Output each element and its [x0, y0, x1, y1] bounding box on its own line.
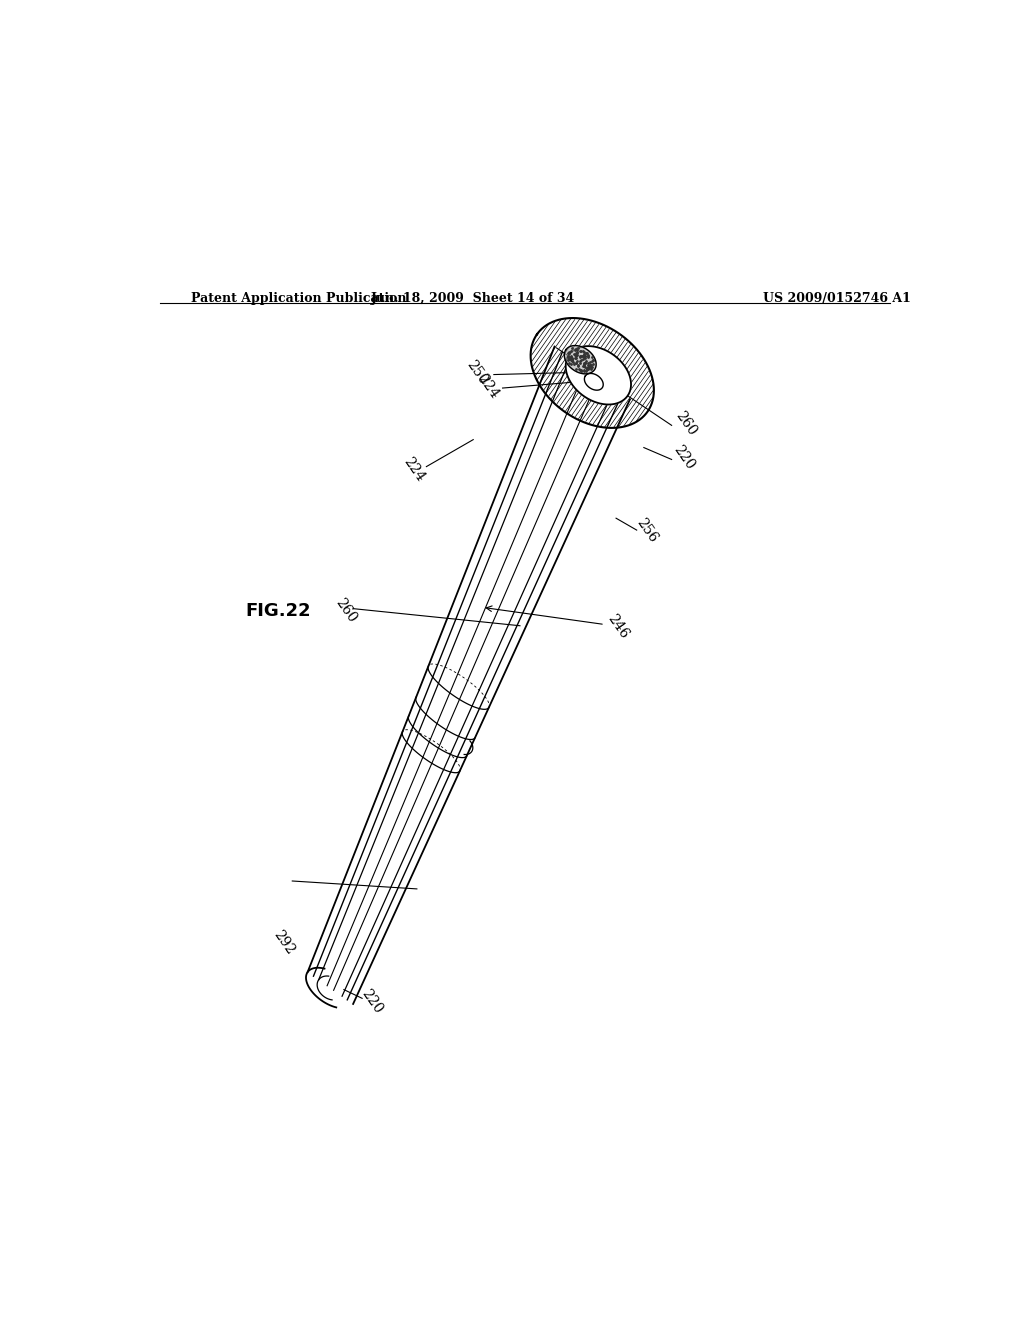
Text: 224: 224 — [400, 455, 427, 484]
Text: FIG.22: FIG.22 — [246, 602, 311, 620]
Polygon shape — [585, 374, 603, 391]
Text: Patent Application Publication: Patent Application Publication — [191, 292, 407, 305]
Text: US 2009/0152746 A1: US 2009/0152746 A1 — [763, 292, 910, 305]
Text: 220: 220 — [358, 987, 385, 1016]
Text: 260: 260 — [673, 408, 699, 438]
Text: 224: 224 — [474, 372, 501, 401]
Text: 292: 292 — [270, 928, 297, 957]
Text: 260: 260 — [332, 595, 358, 626]
Text: 220: 220 — [671, 444, 696, 473]
Polygon shape — [565, 346, 631, 404]
Text: Jun. 18, 2009  Sheet 14 of 34: Jun. 18, 2009 Sheet 14 of 34 — [371, 292, 575, 305]
Text: 256: 256 — [634, 516, 660, 545]
Polygon shape — [564, 346, 596, 374]
Text: 250: 250 — [464, 358, 490, 387]
Text: 246: 246 — [604, 611, 631, 642]
